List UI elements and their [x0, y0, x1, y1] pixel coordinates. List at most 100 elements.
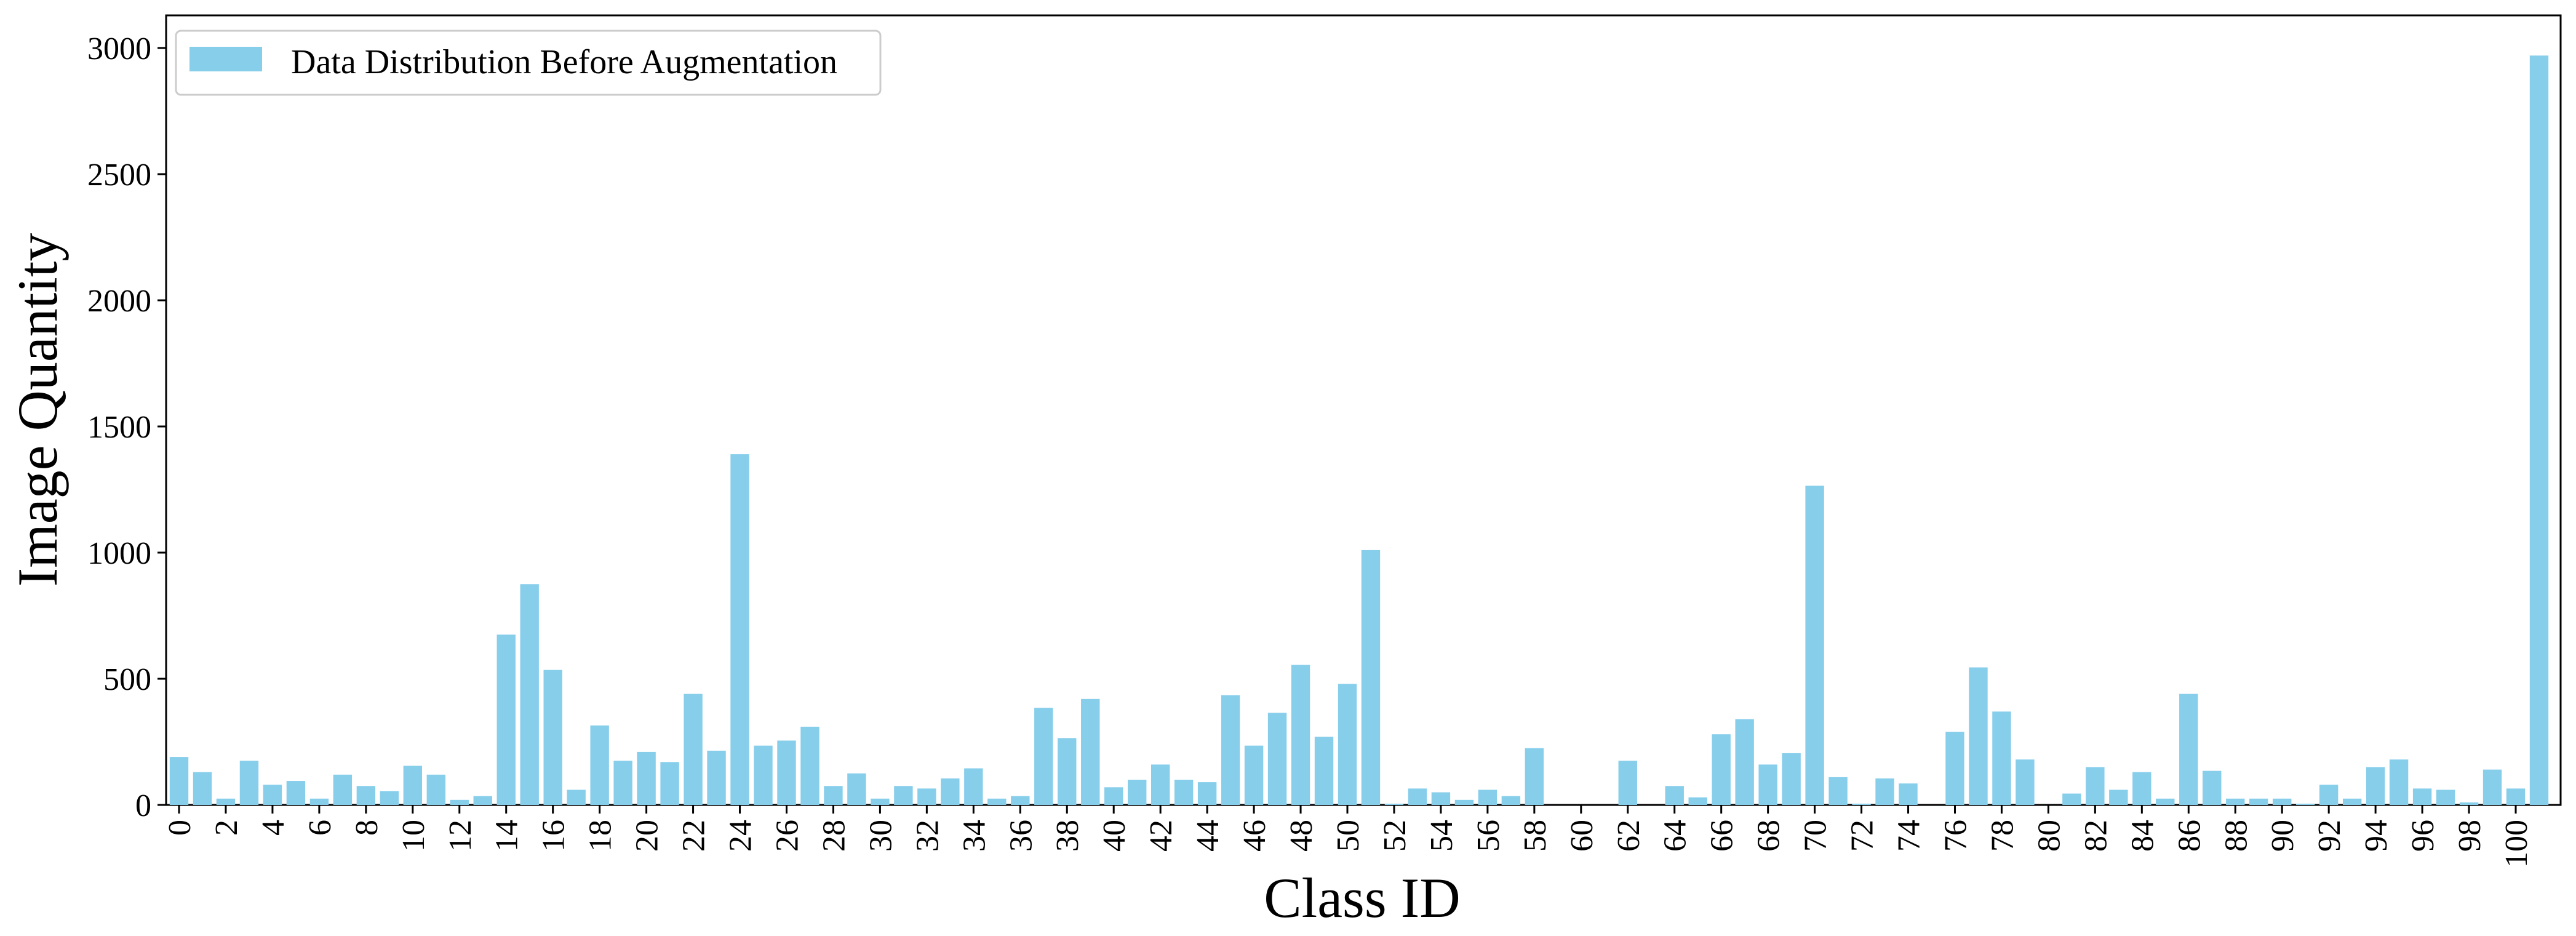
- y-axis-ticks: 0 500 1000 1500 2000 2500 3000: [87, 31, 166, 823]
- bar-class-46: [1244, 745, 1264, 805]
- bar-class-101: [2529, 55, 2549, 805]
- bar-class-95: [2389, 759, 2409, 805]
- bar-class-62: [1618, 761, 1637, 805]
- bar-class-90: [2273, 798, 2292, 805]
- bar-class-54: [1431, 792, 1451, 805]
- bar-class-29: [847, 773, 866, 805]
- x-tick-label: 82: [2078, 820, 2113, 852]
- x-tick-label: 80: [2032, 820, 2067, 852]
- bar-class-35: [987, 798, 1007, 805]
- bar-class-57: [1501, 796, 1521, 805]
- y-axis-title: Image Quantity: [6, 233, 69, 587]
- x-tick-label: 16: [536, 820, 572, 852]
- bar-class-44: [1197, 782, 1217, 805]
- bar-class-49: [1314, 737, 1334, 805]
- x-tick-label: 72: [1845, 820, 1880, 852]
- bar-class-39: [1081, 698, 1100, 805]
- x-tick-label: 20: [630, 820, 665, 852]
- x-tick-label: 76: [1938, 820, 1973, 852]
- bar-class-24: [730, 454, 749, 805]
- bar-class-9: [380, 791, 399, 805]
- bar-class-32: [917, 788, 936, 805]
- bar-class-38: [1058, 738, 1077, 805]
- x-tick-label: 62: [1611, 820, 1646, 852]
- bar-class-99: [2482, 769, 2502, 805]
- bar-class-51: [1361, 550, 1381, 805]
- x-tick-label: 40: [1097, 820, 1132, 852]
- bar-class-40: [1104, 787, 1123, 805]
- y-tick-label: 0: [135, 788, 151, 823]
- x-tick-label: 70: [1798, 820, 1833, 852]
- bar-class-23: [707, 750, 726, 805]
- bar-class-43: [1174, 780, 1194, 805]
- bar-class-84: [2132, 772, 2151, 805]
- bar-class-96: [2412, 788, 2432, 805]
- bar-class-10: [403, 766, 422, 805]
- x-tick-label: 78: [1985, 820, 2020, 852]
- bar-class-79: [2016, 759, 2035, 805]
- x-tick-label: 56: [1471, 820, 1506, 852]
- x-tick-label: 54: [1424, 820, 1459, 852]
- x-tick-label: 64: [1658, 820, 1693, 852]
- bar-class-69: [1782, 753, 1801, 805]
- bar-class-4: [263, 785, 282, 805]
- bar-class-53: [1408, 788, 1427, 805]
- x-tick-label: 42: [1144, 820, 1179, 852]
- legend-frame: [175, 30, 882, 96]
- bar-class-3: [239, 761, 259, 805]
- x-tick-label: 10: [396, 820, 431, 852]
- bar-class-70: [1805, 486, 1824, 805]
- bar-class-92: [2319, 785, 2339, 805]
- y-tick-label: 2500: [87, 158, 151, 193]
- x-tick-label: 6: [303, 820, 338, 836]
- bar-class-25: [754, 745, 773, 805]
- x-tick-label: 86: [2172, 820, 2207, 852]
- x-tick-label: 38: [1050, 820, 1085, 852]
- x-tick-label: 60: [1565, 820, 1600, 852]
- x-tick-label: 98: [2452, 820, 2487, 852]
- bar-class-0: [169, 757, 189, 805]
- bar-class-34: [964, 768, 983, 805]
- x-tick-label: 84: [2125, 820, 2160, 852]
- bar-class-36: [1011, 796, 1030, 805]
- bar-class-30: [871, 798, 890, 805]
- x-tick-label: 96: [2406, 820, 2441, 852]
- bar-class-12: [450, 799, 469, 805]
- bar-class-48: [1291, 665, 1310, 805]
- y-tick-label: 1500: [87, 410, 151, 445]
- bar-class-41: [1128, 780, 1147, 805]
- bar-class-17: [567, 790, 586, 805]
- x-tick-label: 48: [1284, 820, 1319, 852]
- bar-class-68: [1758, 764, 1777, 805]
- x-tick-label: 2: [209, 820, 244, 836]
- bar-class-93: [2342, 798, 2362, 805]
- bar-class-72: [1852, 803, 1871, 805]
- x-tick-label: 74: [1892, 820, 1927, 852]
- bar-class-88: [2226, 798, 2245, 805]
- x-tick-label: 14: [490, 820, 525, 852]
- bar-class-58: [1525, 748, 1544, 805]
- y-tick-label: 500: [103, 662, 151, 697]
- bar-class-71: [1828, 777, 1848, 805]
- bar-class-6: [309, 798, 329, 805]
- x-tick-label: 100: [2499, 820, 2534, 868]
- x-tick-label: 88: [2219, 820, 2254, 852]
- x-tick-label: 94: [2359, 820, 2394, 852]
- legend: Data Distribution Before Augmentation: [175, 30, 882, 96]
- x-tick-label: 32: [910, 820, 945, 852]
- bar-class-7: [333, 774, 353, 805]
- legend-label: Data Distribution Before Augmentation: [291, 43, 837, 81]
- bar-class-5: [286, 781, 306, 805]
- bar-class-16: [543, 670, 562, 805]
- bar-class-89: [2249, 798, 2268, 805]
- bar-class-42: [1150, 764, 1170, 805]
- bar-class-22: [684, 694, 703, 805]
- bar-class-13: [473, 796, 492, 805]
- bar-class-18: [590, 725, 609, 805]
- x-tick-label: 46: [1237, 820, 1272, 852]
- bar-class-56: [1478, 790, 1497, 805]
- bar-class-91: [2296, 803, 2315, 805]
- bar-class-67: [1735, 719, 1754, 805]
- bar-class-37: [1034, 708, 1053, 805]
